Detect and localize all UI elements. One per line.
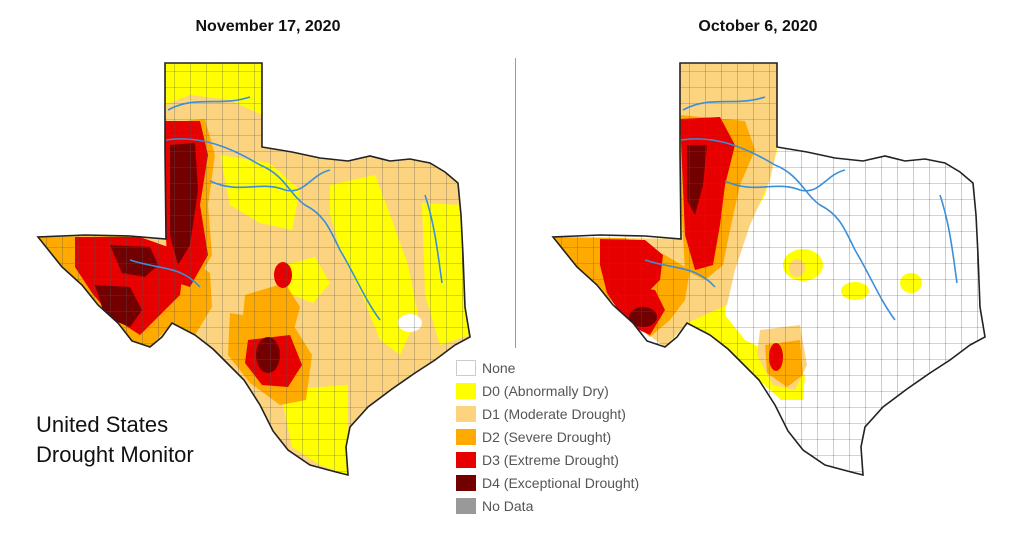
legend-swatch	[456, 497, 476, 514]
river	[939, 194, 958, 284]
map-title-october: October 6, 2020	[698, 18, 818, 35]
river	[424, 194, 443, 284]
river	[167, 96, 251, 111]
legend-item-d4: D4 (Exceptional Drought)	[456, 471, 639, 494]
river	[209, 169, 331, 192]
legend-swatch	[456, 474, 476, 491]
river	[644, 259, 716, 288]
legend-label: D2 (Severe Drought)	[482, 428, 612, 445]
legend-item-d2: D2 (Severe Drought)	[456, 425, 639, 448]
river	[680, 138, 896, 321]
legend-item-no-data: No Data	[456, 494, 639, 517]
legend-label: None	[482, 359, 516, 376]
brand-line-2: Drought Monitor	[36, 442, 194, 467]
texas-drought-map-october	[551, 62, 986, 477]
texas-outline	[36, 62, 471, 477]
legend-label: D4 (Exceptional Drought)	[482, 474, 640, 491]
legend-label: D1 (Moderate Drought)	[482, 405, 626, 422]
legend-item-none: None	[456, 356, 639, 379]
legend-item-d3: D3 (Extreme Drought)	[456, 448, 639, 471]
legend-swatch	[456, 359, 476, 376]
drought-legend: None D0 (Abnormally Dry) D1 (Moderate Dr…	[456, 356, 639, 517]
legend-label: No Data	[482, 497, 534, 514]
panel-divider	[515, 58, 516, 348]
drought-monitor-label: United States Drought Monitor	[36, 410, 194, 470]
legend-item-d0: D0 (Abnormally Dry)	[456, 379, 639, 402]
legend-swatch	[456, 382, 476, 399]
river	[129, 259, 201, 288]
legend-swatch	[456, 405, 476, 422]
map-title-november: November 17, 2020	[195, 18, 341, 35]
river	[165, 138, 381, 321]
river	[724, 169, 846, 192]
legend-item-d1: D1 (Moderate Drought)	[456, 402, 639, 425]
texas-outline	[551, 62, 986, 477]
legend-label: D0 (Abnormally Dry)	[482, 382, 609, 399]
texas-drought-map-november	[36, 62, 471, 477]
river	[682, 96, 766, 111]
legend-swatch	[456, 428, 476, 445]
legend-swatch	[456, 451, 476, 468]
brand-line-1: United States	[36, 412, 169, 437]
legend-label: D3 (Extreme Drought)	[482, 451, 619, 468]
